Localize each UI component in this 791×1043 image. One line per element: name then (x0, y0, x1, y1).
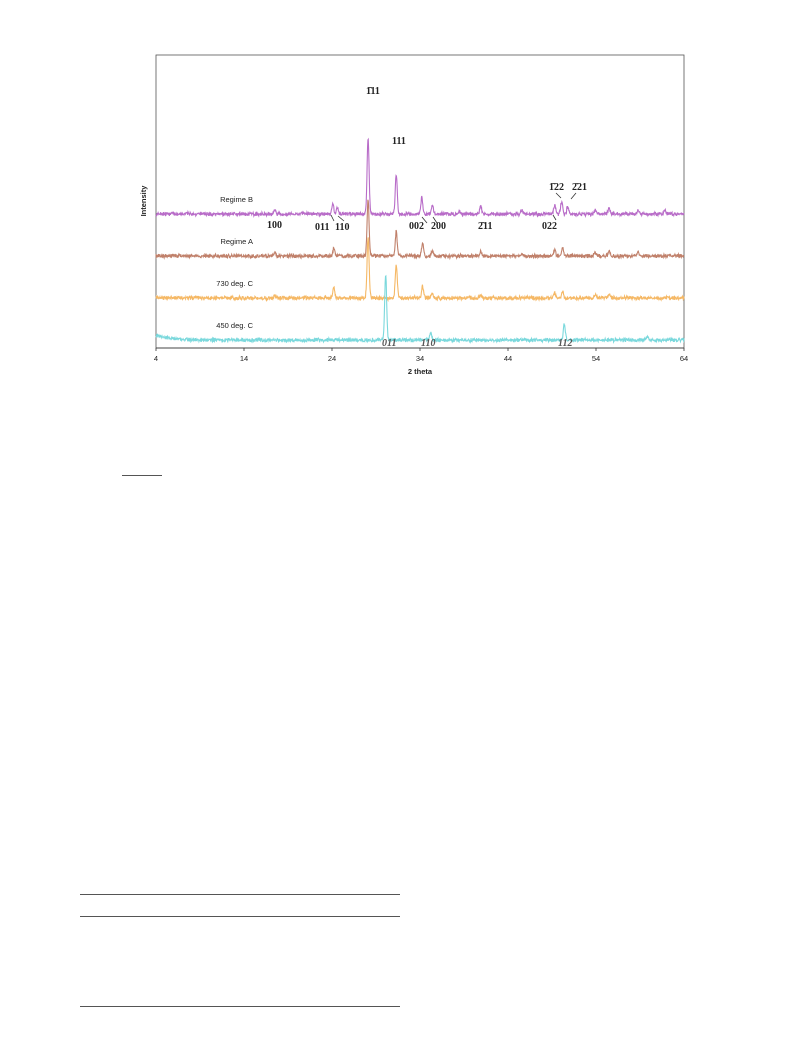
leader-022 (552, 214, 557, 221)
leader-011 (330, 214, 335, 222)
peak-index-label: 110 (335, 222, 349, 233)
series-line (155, 237, 685, 303)
series-line (155, 274, 685, 344)
peak-index-labels: 1̄11 111 100 011 110 002 200 2̄11 022 1̄22 2̄21 011… (267, 86, 587, 349)
y-axis-title: Intensity (139, 185, 148, 217)
peak-index-label: 200 (431, 221, 446, 232)
peak-index-label: 1̄11 (366, 86, 380, 97)
x-tick-label: 54 (592, 354, 600, 363)
peak-index-label: 2̄11 (478, 221, 492, 232)
x-axis-title: 2 theta (408, 367, 433, 376)
series-label: Regime B (220, 195, 253, 204)
series-label: Regime A (220, 237, 253, 246)
leader-110 (337, 215, 345, 222)
peak-index-label: 022 (542, 221, 557, 232)
peak-leader-lines (330, 192, 577, 224)
table-rule-bottom (80, 1006, 400, 1007)
peak-index-label: 111 (392, 136, 406, 147)
leader-122 (555, 192, 562, 199)
traces (155, 137, 685, 344)
series-labels: Regime B Regime A 730 deg. C 450 deg. C (216, 195, 253, 330)
page-rule-short (122, 475, 162, 476)
table-rule-header (80, 916, 400, 917)
series-label: 450 deg. C (216, 321, 253, 330)
x-tick-label: 4 (154, 354, 158, 363)
peak-index-label: 2̄21 (572, 182, 587, 193)
leader-002 (421, 216, 428, 224)
peak-index-label: 011 (315, 222, 329, 233)
peak-index-label: 110 (421, 338, 435, 349)
table-rule-top (80, 894, 400, 895)
series-line (155, 199, 685, 261)
peak-index-label: 011 (382, 338, 396, 349)
x-tick-label: 44 (504, 354, 512, 363)
peak-index-label: 002 (409, 221, 424, 232)
series-label: 730 deg. C (216, 279, 253, 288)
x-tick-label: 34 (416, 354, 424, 363)
peak-index-label: 1̄22 (549, 182, 564, 193)
peak-index-label: 112 (558, 338, 572, 349)
x-tick-label: 14 (240, 354, 248, 363)
x-ticks: 4 14 24 34 44 54 64 (154, 348, 688, 363)
series-line (155, 137, 685, 218)
leader-200 (432, 216, 438, 224)
x-tick-label: 24 (328, 354, 336, 363)
x-tick-label: 64 (680, 354, 688, 363)
leader-221 (570, 192, 577, 200)
peak-index-label: 100 (267, 220, 282, 231)
